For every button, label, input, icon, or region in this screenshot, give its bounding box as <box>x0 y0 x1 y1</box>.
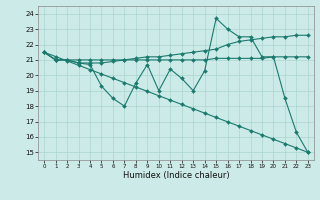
X-axis label: Humidex (Indice chaleur): Humidex (Indice chaleur) <box>123 171 229 180</box>
